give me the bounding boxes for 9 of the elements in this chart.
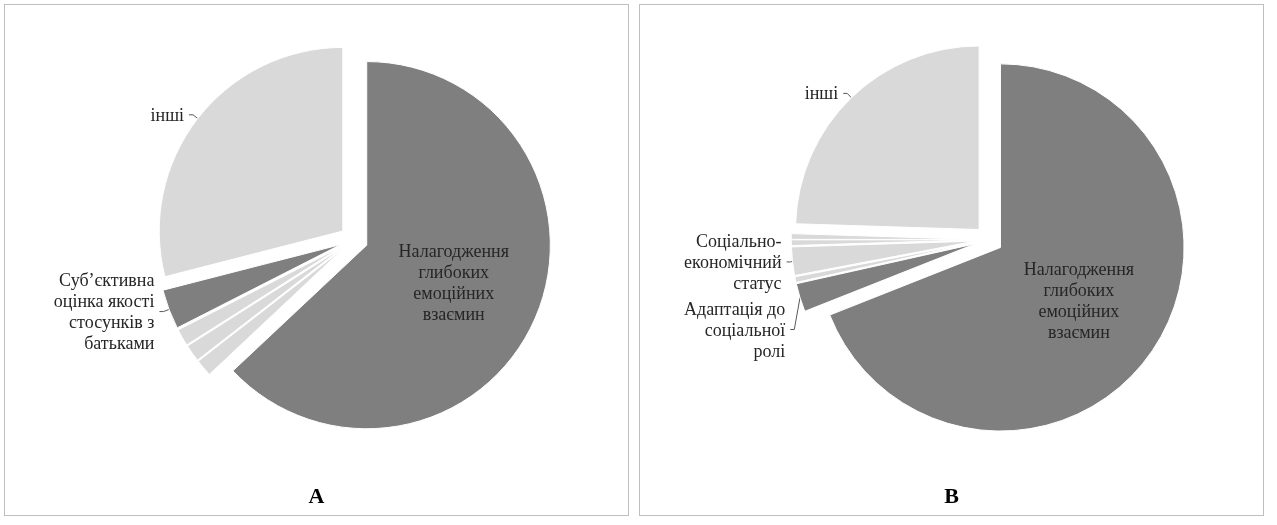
slice-label: Налагодження глибоких емоційних взаємин: [1023, 259, 1135, 343]
slice-label: інші: [150, 104, 184, 125]
slice-label: Адаптація до соціальної ролі: [684, 298, 786, 361]
text: B: [944, 482, 960, 508]
slice-label: Суб’єктивна оцінка якості стосунків з батьками: [53, 270, 155, 354]
slice-label: інші: [804, 83, 839, 104]
slice-label: Налагодження глибоких емоційних взаємин: [398, 241, 509, 325]
text: A: [308, 482, 325, 508]
slice-label: Соціально-економічний статус: [684, 230, 782, 293]
